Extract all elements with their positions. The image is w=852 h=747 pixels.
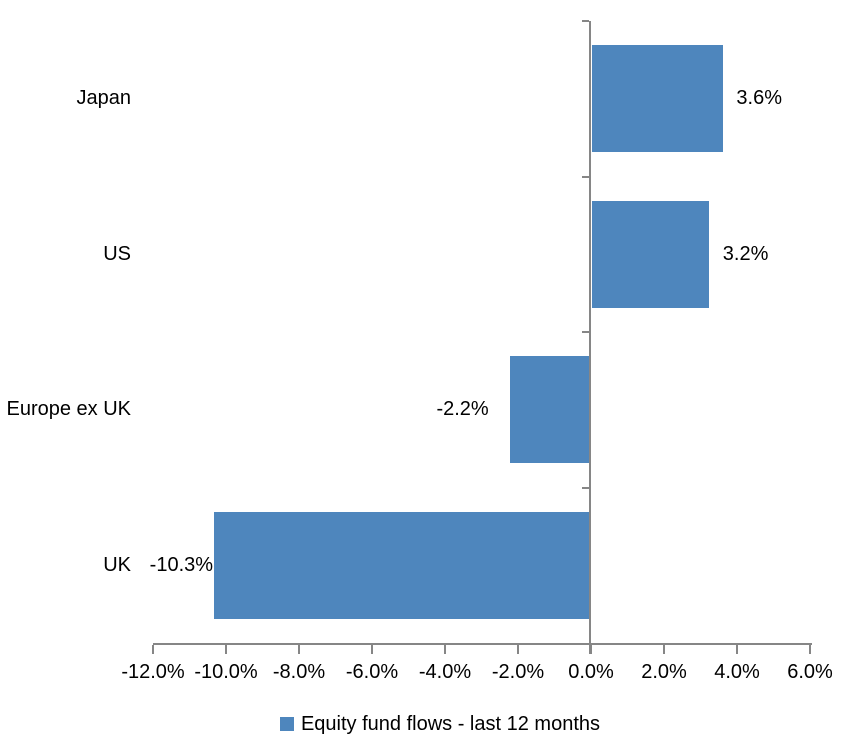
x-axis-tick <box>298 645 300 654</box>
bar-us <box>592 200 709 308</box>
data-label-europe-ex-uk: -2.2% <box>436 398 489 421</box>
x-tick-label-6-0-: 6.0% <box>787 661 833 683</box>
category-label-japan: Japan <box>76 87 132 110</box>
data-label-japan: 3.6% <box>736 87 782 110</box>
y-axis-tick <box>582 331 589 333</box>
x-tick-label-0-0-: 0.0% <box>568 661 614 683</box>
x-tick-label--2-0-: -2.0% <box>491 661 545 683</box>
x-axis-tick <box>225 645 227 654</box>
x-tick-label--8-0-: -8.0% <box>272 661 326 683</box>
x-axis-tick <box>371 645 373 654</box>
y-axis-tick <box>582 486 589 489</box>
data-label-uk: -10.3% <box>149 553 214 576</box>
x-tick-label--4-0-: -4.0% <box>418 661 472 683</box>
x-axis-tick <box>152 645 154 654</box>
x-axis-tick <box>444 645 446 654</box>
x-axis-tick <box>590 645 592 654</box>
x-axis-tick <box>663 645 665 654</box>
y-axis-tick <box>582 175 589 178</box>
x-axis-tick <box>736 645 738 654</box>
x-axis-tick <box>517 645 519 654</box>
legend-label: Equity fund flows - last 12 months <box>300 713 601 735</box>
category-label-europe-ex-uk: Europe ex UK <box>6 398 131 421</box>
data-label-us: 3.2% <box>722 242 769 265</box>
x-tick-label--10-0-: -10.0% <box>194 661 258 683</box>
x-tick-label-2-0-: 2.0% <box>641 661 687 683</box>
x-axis-line <box>153 643 812 645</box>
category-label-us: US <box>103 242 131 265</box>
bar-europe-ex-uk <box>509 356 590 464</box>
category-label-uk: UK <box>103 553 131 576</box>
x-tick-label--6-0-: -6.0% <box>345 661 399 683</box>
x-tick-label--12-0-: -12.0% <box>121 661 185 683</box>
bar-uk <box>214 511 590 619</box>
legend: Equity fund flows - last 12 months <box>14 711 852 737</box>
y-axis-tick <box>582 20 589 22</box>
legend-marker-icon <box>279 717 294 731</box>
x-axis-tick <box>809 645 811 654</box>
x-tick-label-4-0-: 4.0% <box>714 661 760 683</box>
y-axis-line <box>589 21 591 654</box>
bar-japan <box>592 45 724 153</box>
